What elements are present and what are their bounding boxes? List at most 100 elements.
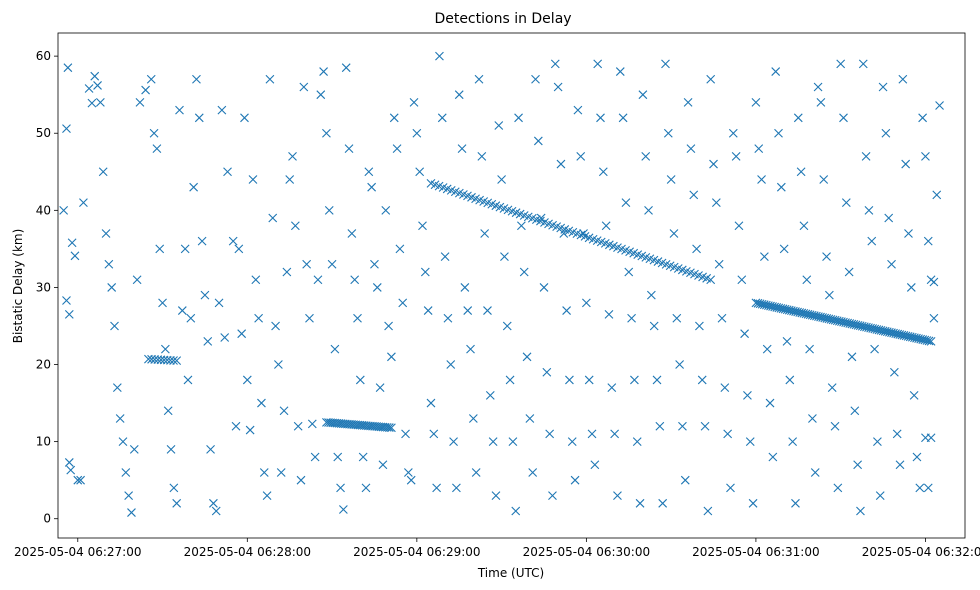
- data-point: [372, 283, 382, 292]
- data-point: [889, 367, 899, 377]
- data-point: [570, 475, 580, 485]
- data-point: [76, 475, 85, 485]
- data-point: [878, 82, 888, 92]
- data-point: [906, 283, 916, 292]
- data-point: [556, 159, 566, 169]
- data-point: [437, 113, 447, 123]
- data-point: [319, 67, 328, 76]
- data-point: [734, 221, 744, 231]
- data-point: [587, 429, 597, 439]
- data-point: [870, 344, 879, 354]
- data-point: [539, 283, 549, 292]
- data-point: [420, 267, 430, 277]
- data-point: [830, 421, 840, 431]
- data-point: [364, 167, 374, 177]
- data-point: [98, 167, 108, 177]
- data-point: [737, 275, 747, 285]
- data-point: [926, 337, 936, 346]
- data-point: [652, 375, 662, 385]
- data-point: [598, 167, 608, 177]
- data-point: [655, 421, 665, 431]
- data-point: [375, 383, 385, 393]
- data-point: [384, 423, 394, 432]
- data-point: [135, 98, 145, 107]
- data-point: [791, 498, 800, 508]
- data-point: [833, 483, 843, 493]
- data-point: [663, 128, 673, 138]
- data-point: [658, 498, 668, 508]
- x-tick-label: 2025-05-04 06:29:00: [353, 545, 480, 559]
- data-point: [810, 468, 820, 477]
- data-point: [197, 236, 207, 246]
- data-point: [901, 159, 911, 169]
- data-point: [242, 375, 252, 385]
- data-point: [579, 229, 588, 238]
- data-point: [115, 414, 125, 423]
- data-point: [618, 113, 628, 123]
- data-point: [912, 452, 922, 462]
- data-point: [378, 460, 388, 470]
- data-point: [497, 175, 506, 184]
- data-point: [576, 151, 586, 161]
- data-point: [816, 98, 826, 107]
- data-point: [177, 306, 187, 315]
- y-tick-label: 30: [36, 280, 51, 294]
- data-point: [248, 175, 258, 184]
- data-point: [257, 398, 266, 408]
- data-point: [169, 356, 178, 365]
- data-point: [839, 113, 848, 123]
- data-point: [562, 306, 571, 315]
- data-point: [370, 259, 379, 269]
- data-point: [714, 259, 724, 269]
- data-point: [881, 128, 891, 138]
- data-point: [132, 275, 142, 285]
- data-point: [926, 433, 936, 443]
- data-point: [418, 221, 427, 231]
- data-point: [367, 182, 377, 192]
- data-point: [621, 198, 631, 208]
- data-point: [183, 375, 193, 385]
- data-point: [774, 128, 783, 138]
- data-point: [415, 167, 425, 177]
- data-point: [355, 375, 365, 385]
- data-point: [398, 298, 408, 308]
- data-point: [302, 259, 312, 269]
- chart-title: Detections in Delay: [434, 11, 571, 27]
- data-point: [785, 375, 795, 385]
- data-point: [160, 344, 170, 354]
- data-point: [904, 229, 913, 238]
- data-point: [146, 74, 156, 84]
- x-tick-label: 2025-05-04 06:27:00: [14, 545, 141, 559]
- data-point: [709, 159, 718, 169]
- data-point: [409, 98, 419, 107]
- data-point: [66, 465, 76, 475]
- data-point: [649, 321, 659, 331]
- data-point: [706, 275, 716, 285]
- data-point: [228, 236, 238, 246]
- data-point: [152, 144, 162, 154]
- data-point: [858, 59, 868, 69]
- data-point: [531, 74, 540, 84]
- data-point: [200, 290, 210, 300]
- plot-frame: [57, 32, 966, 539]
- data-point: [206, 444, 215, 454]
- data-point: [395, 244, 405, 254]
- y-tick-label: 50: [36, 126, 51, 140]
- data-point: [361, 483, 371, 493]
- data-point: [406, 475, 416, 485]
- data-point: [610, 429, 620, 439]
- y-axis: 0 10 20 30 40 50 60: [36, 49, 58, 526]
- x-tick-label: 2025-05-04 06:32:00: [862, 545, 980, 559]
- data-point: [121, 468, 131, 477]
- data-point: [87, 98, 97, 108]
- data-point: [347, 229, 357, 238]
- data-point: [483, 306, 492, 315]
- data-point: [62, 296, 71, 305]
- data-point: [827, 383, 837, 393]
- data-point: [856, 506, 865, 516]
- data-point: [793, 113, 803, 123]
- data-point: [268, 213, 278, 223]
- data-point: [192, 74, 201, 84]
- data-point: [678, 421, 687, 431]
- data-point: [519, 267, 529, 277]
